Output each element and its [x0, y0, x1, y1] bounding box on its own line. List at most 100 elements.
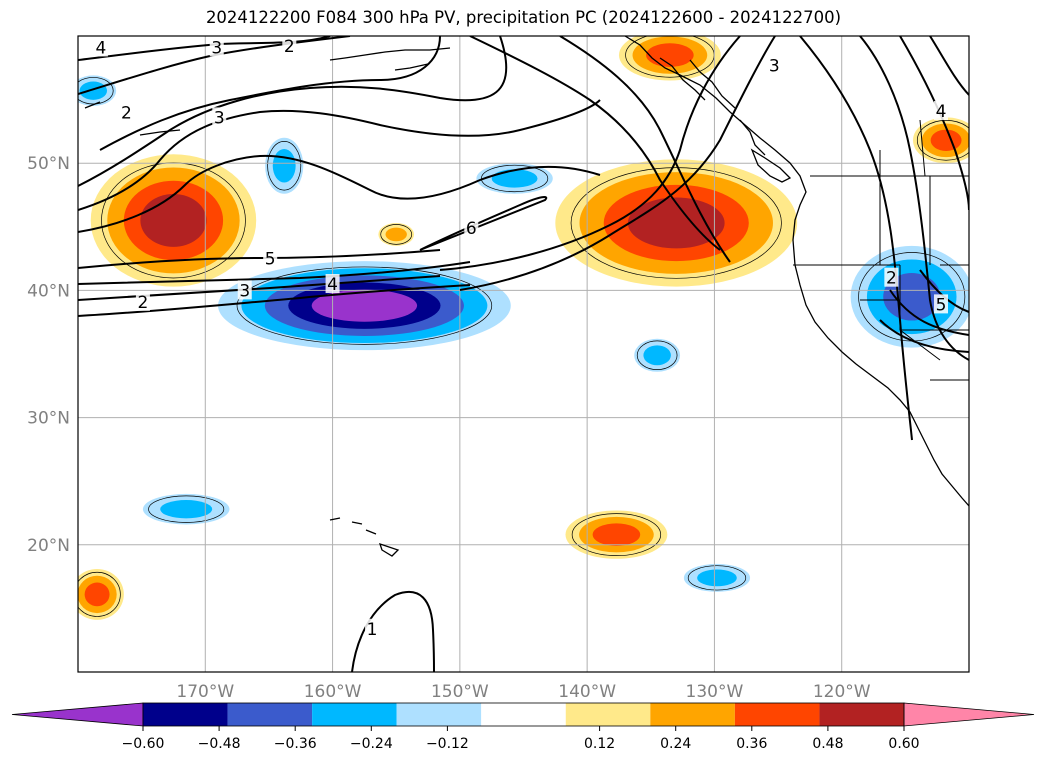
lat-tick-label: 20°N [27, 536, 70, 556]
lon-tick-label: 130°W [686, 682, 744, 702]
alaska-panhandle-islands [659, 57, 766, 156]
precip-anomaly-positive-5 [378, 222, 415, 246]
colorbar-tick-label: −0.36 [274, 736, 317, 752]
lon-tick-label: 140°W [558, 682, 616, 702]
pv-contour-ridge-3 [78, 36, 508, 187]
pv-contour-east-6 [889, 289, 969, 336]
lat-tick-label: 50°N [27, 154, 70, 174]
map-background [78, 36, 969, 672]
contour-label: 6 [466, 219, 477, 239]
contour-label-bg [93, 37, 108, 57]
colorbar-segment [734, 703, 820, 726]
precip-anomaly-negative-15 [78, 75, 117, 106]
colorbar-tick-label: 0.48 [812, 736, 843, 752]
lon-tick-label: 120°W [813, 682, 871, 702]
precip-anomaly-negative-12 [142, 493, 230, 525]
pv-contour-east-5 [879, 319, 969, 353]
contour-label: 1 [367, 620, 378, 640]
pv-contour-trough-2 [469, 36, 721, 251]
contour-label: 5 [265, 250, 276, 270]
precip-anomaly-negative-14 [683, 563, 751, 592]
precip-band-2 [385, 227, 407, 242]
precip-anomaly-positive-2 [555, 159, 798, 287]
pv-contour-1-loop [351, 590, 435, 672]
colorbar-frame [142, 702, 905, 727]
contour-label: 3 [239, 281, 250, 301]
colorbar-tick-label: −0.48 [198, 736, 241, 752]
precip-outline [636, 340, 678, 371]
precip-outline [380, 224, 413, 245]
precip-band-3 [84, 582, 110, 607]
precip-band-2 [491, 169, 538, 188]
contour-label: 2 [284, 37, 295, 57]
precip-band-3 [646, 43, 694, 67]
precip-outline [687, 565, 747, 591]
contour-label-bg [884, 267, 899, 287]
precip-band-4 [140, 193, 207, 247]
contour-label: 2 [138, 293, 149, 313]
contour-label-bg [135, 291, 150, 311]
precip-outline [267, 141, 302, 191]
contour-label-bg [767, 55, 782, 75]
contour-label-bg [933, 294, 948, 314]
colorbar: −0.60 −0.48 −0.36 −0.24 −0.12 0.12 0.24 0.36 0.4… [11, 702, 1035, 752]
colorbar-tick-label: 0.12 [584, 736, 615, 752]
colorbar-extend-low [11, 702, 144, 727]
contour-label: 4 [327, 275, 338, 295]
colorbar-tick-label: −0.12 [426, 736, 469, 752]
precip-anomaly-positive-3 [618, 36, 721, 81]
colorbar-segment [396, 703, 482, 726]
contour-label-bg [209, 37, 224, 57]
colorbar-segment [227, 703, 313, 726]
colorbar-tick-label: 0.24 [660, 736, 691, 752]
precip-outline [571, 513, 662, 557]
precip-anomaly-negative-10 [476, 163, 553, 194]
contour-label: 2 [886, 269, 897, 289]
pv-contour-ridge-1 [78, 154, 601, 233]
precip-band-2 [272, 148, 296, 183]
contour-label: 3 [214, 108, 225, 128]
contour-label: 3 [211, 38, 222, 58]
pv-contour-east-3 [899, 36, 969, 211]
pv-contour-trough-4 [459, 36, 776, 291]
colorbar-segment [650, 703, 735, 726]
pv-contour-trough-1 [559, 36, 731, 263]
precip-anomaly-negative-11 [265, 137, 304, 194]
lon-tick-label: 170°W [176, 682, 234, 702]
precip-outline [78, 571, 121, 617]
pv-contour-trough-3 [439, 36, 741, 271]
contour-label: 2 [121, 103, 132, 123]
precip-band-2 [160, 500, 213, 519]
precip-band-2 [643, 345, 671, 366]
colorbar-segment [312, 703, 397, 726]
precip-band-4 [627, 197, 725, 249]
contour-label-bg [365, 618, 380, 638]
precip-band-3 [930, 129, 962, 151]
colorbar-tick-label: 0.36 [736, 736, 767, 752]
map-frame [77, 35, 970, 673]
contour-label-bg [212, 107, 227, 127]
canada-province-border [879, 119, 926, 177]
precip-outline [916, 120, 969, 161]
pv-contour-ridge-4 [99, 36, 441, 151]
colorbar-tick-label: 0.60 [888, 736, 919, 752]
pv-contour-labels: 4 3 2 2 3 6 5 4 3 2 3 4 2 5 1 [93, 36, 948, 640]
contour-label-bg [282, 36, 297, 56]
contour-label-bg [119, 102, 134, 122]
contour-label-bg [263, 248, 278, 268]
pv-contour-east-1 [799, 36, 913, 441]
lat-tick-label: 40°N [27, 281, 70, 301]
precip-outline [236, 266, 493, 345]
coastlines [84, 36, 969, 557]
colorbar-extend-high [903, 702, 1035, 727]
pv-contour-2-west [78, 284, 471, 317]
colorbar-segment [565, 703, 651, 726]
precip-outline [78, 77, 114, 105]
longitude-tick-labels: 170°W 160°W 150°W 140°W 130°W 120°W [176, 682, 870, 702]
contour-label-bg [325, 274, 340, 294]
contour-label-bg [933, 101, 948, 121]
precip-anomaly-positive-7 [78, 568, 124, 620]
precip-band-2 [697, 569, 737, 587]
precip-anomaly-positive-1 [90, 154, 257, 287]
